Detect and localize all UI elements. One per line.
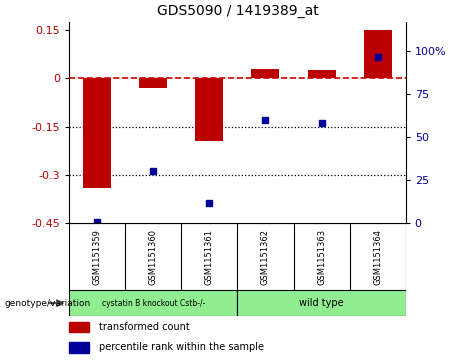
Bar	[69, 290, 237, 316]
Bar	[139, 78, 167, 88]
Title: GDS5090 / 1419389_at: GDS5090 / 1419389_at	[157, 4, 318, 18]
Bar	[237, 290, 406, 316]
Bar	[69, 322, 89, 333]
Text: percentile rank within the sample: percentile rank within the sample	[100, 342, 265, 352]
Text: genotype/variation: genotype/variation	[5, 299, 91, 307]
Bar	[251, 69, 279, 78]
Bar	[195, 78, 224, 141]
Text: wild type: wild type	[299, 298, 344, 308]
Bar	[364, 30, 392, 78]
Text: GSM1151360: GSM1151360	[149, 229, 158, 285]
Text: GSM1151361: GSM1151361	[205, 229, 214, 285]
Text: GSM1151364: GSM1151364	[373, 229, 382, 285]
Text: GSM1151362: GSM1151362	[261, 229, 270, 285]
Text: cystatin B knockout Cstb-/-: cystatin B knockout Cstb-/-	[101, 299, 205, 307]
Text: GSM1151363: GSM1151363	[317, 229, 326, 285]
Bar	[307, 70, 336, 78]
Text: transformed count: transformed count	[100, 322, 190, 332]
Bar	[69, 342, 89, 352]
Bar	[83, 78, 111, 188]
Text: GSM1151359: GSM1151359	[93, 229, 102, 285]
